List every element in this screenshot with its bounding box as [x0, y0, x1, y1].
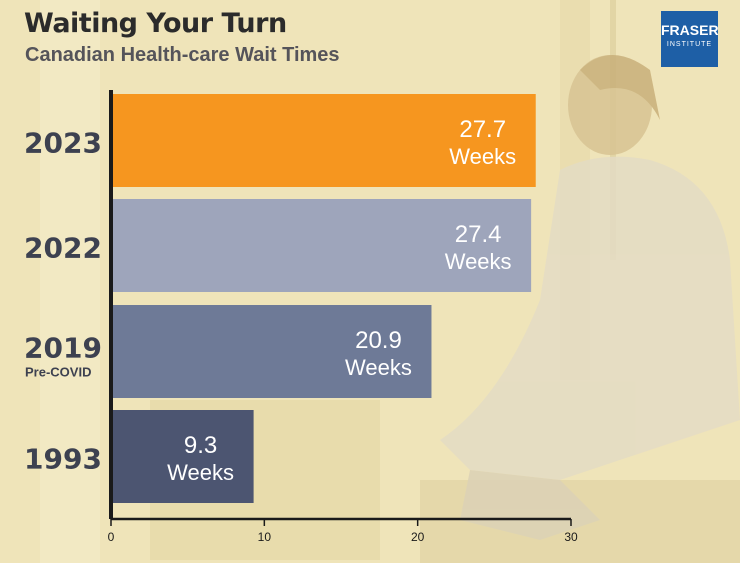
bar-unit-label-2022: Weeks	[445, 249, 512, 274]
bar-value-label-1993: 9.3	[184, 432, 217, 459]
bar-value-label-2023: 27.7	[459, 116, 506, 143]
x-tick-label-10: 10	[258, 530, 272, 544]
bar-2019	[111, 305, 432, 398]
bar-unit-label-1993: Weeks	[167, 460, 234, 485]
bar-value-label-2022: 27.4	[455, 221, 502, 248]
x-tick-label-0: 0	[108, 530, 115, 544]
category-label-2023: 2023	[24, 127, 102, 160]
bar-1993	[111, 410, 254, 503]
x-tick-label-20: 20	[411, 530, 425, 544]
category-label-2019: 2019	[24, 332, 102, 365]
chart-title: Waiting Your Turn	[24, 8, 287, 39]
bar-unit-label-2019: Weeks	[345, 355, 412, 380]
category-sublabel-2019: Pre-COVID	[25, 365, 91, 380]
chart-subtitle: Canadian Health-care Wait Times	[25, 44, 340, 66]
patient-figure	[440, 55, 740, 540]
logo-line2: INSTITUTE	[666, 41, 713, 48]
bar-2022	[111, 199, 532, 292]
fraser-institute-logo: FRASER INSTITUTE	[661, 11, 719, 67]
logo-line1: FRASER	[661, 22, 719, 38]
bar-2023	[111, 94, 536, 187]
x-tick-label-30: 30	[564, 530, 578, 544]
category-label-2022: 2022	[24, 232, 102, 265]
bar-unit-label-2023: Weeks	[449, 144, 516, 169]
bar-value-label-2019: 20.9	[355, 327, 402, 354]
category-label-1993: 1993	[24, 443, 102, 476]
